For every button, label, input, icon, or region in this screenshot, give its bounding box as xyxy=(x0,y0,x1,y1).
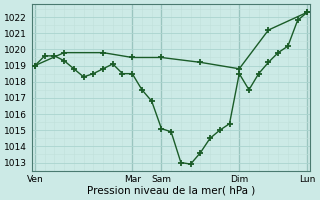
X-axis label: Pression niveau de la mer( hPa ): Pression niveau de la mer( hPa ) xyxy=(87,186,255,196)
